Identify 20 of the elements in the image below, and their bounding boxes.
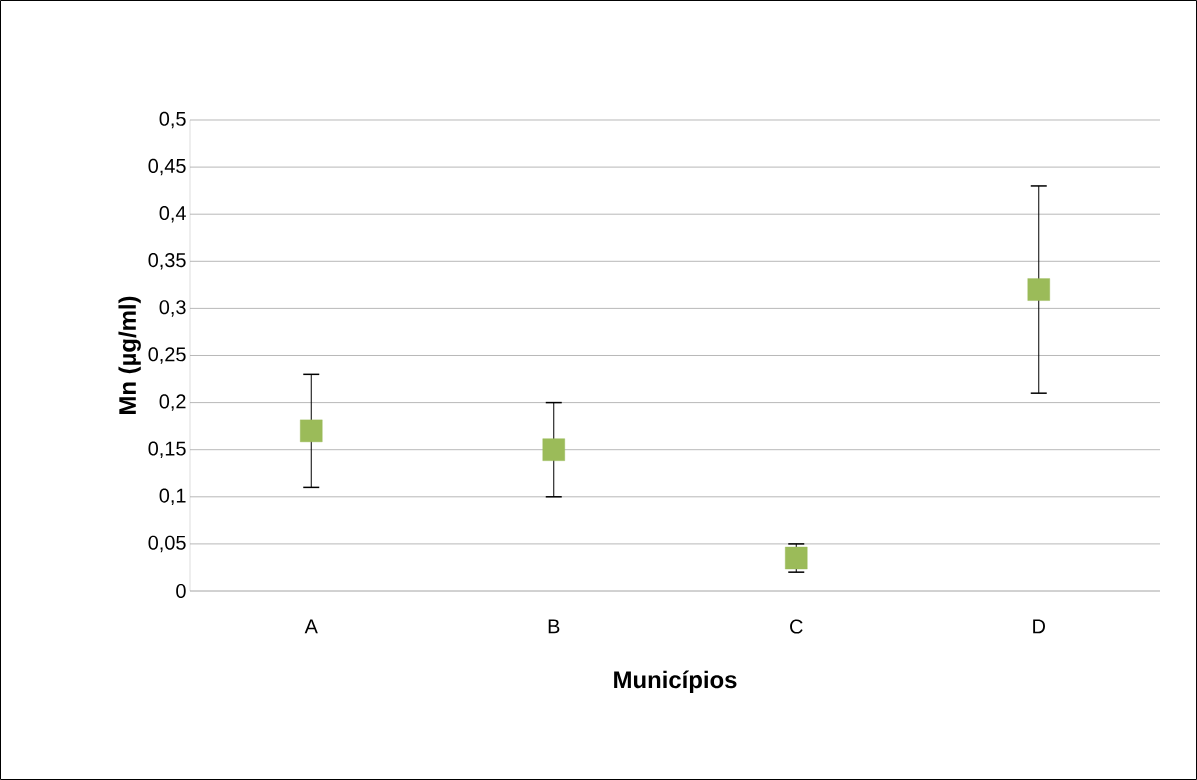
y-tick-label: 0,2 bbox=[159, 394, 186, 411]
y-tick-label: 0,5 bbox=[159, 111, 186, 129]
y-tick-label: 0,25 bbox=[148, 347, 186, 364]
x-tick-label: B bbox=[548, 619, 560, 634]
y-tick-label: 0,05 bbox=[148, 535, 186, 553]
y-tick-label: 0 bbox=[176, 583, 186, 599]
point bbox=[1027, 278, 1050, 301]
x-tick-label: C bbox=[790, 619, 803, 634]
point bbox=[300, 419, 323, 443]
y-tick-label: 0,35 bbox=[148, 253, 186, 270]
y-tick-label: 0,45 bbox=[148, 158, 186, 176]
x-tick-label: D bbox=[1033, 619, 1045, 634]
x-axis-title: Municípios bbox=[614, 670, 737, 693]
point bbox=[542, 438, 565, 461]
y-tick-label: 0,1 bbox=[159, 488, 186, 506]
y-tick-label: 0,15 bbox=[148, 441, 186, 458]
y-axis-title: Mn (µg/ml) bbox=[118, 296, 141, 414]
y-tick-label: 0,3 bbox=[159, 300, 186, 317]
x-tick-label: A bbox=[304, 619, 318, 634]
y-tick-label: 0,4 bbox=[159, 205, 186, 223]
